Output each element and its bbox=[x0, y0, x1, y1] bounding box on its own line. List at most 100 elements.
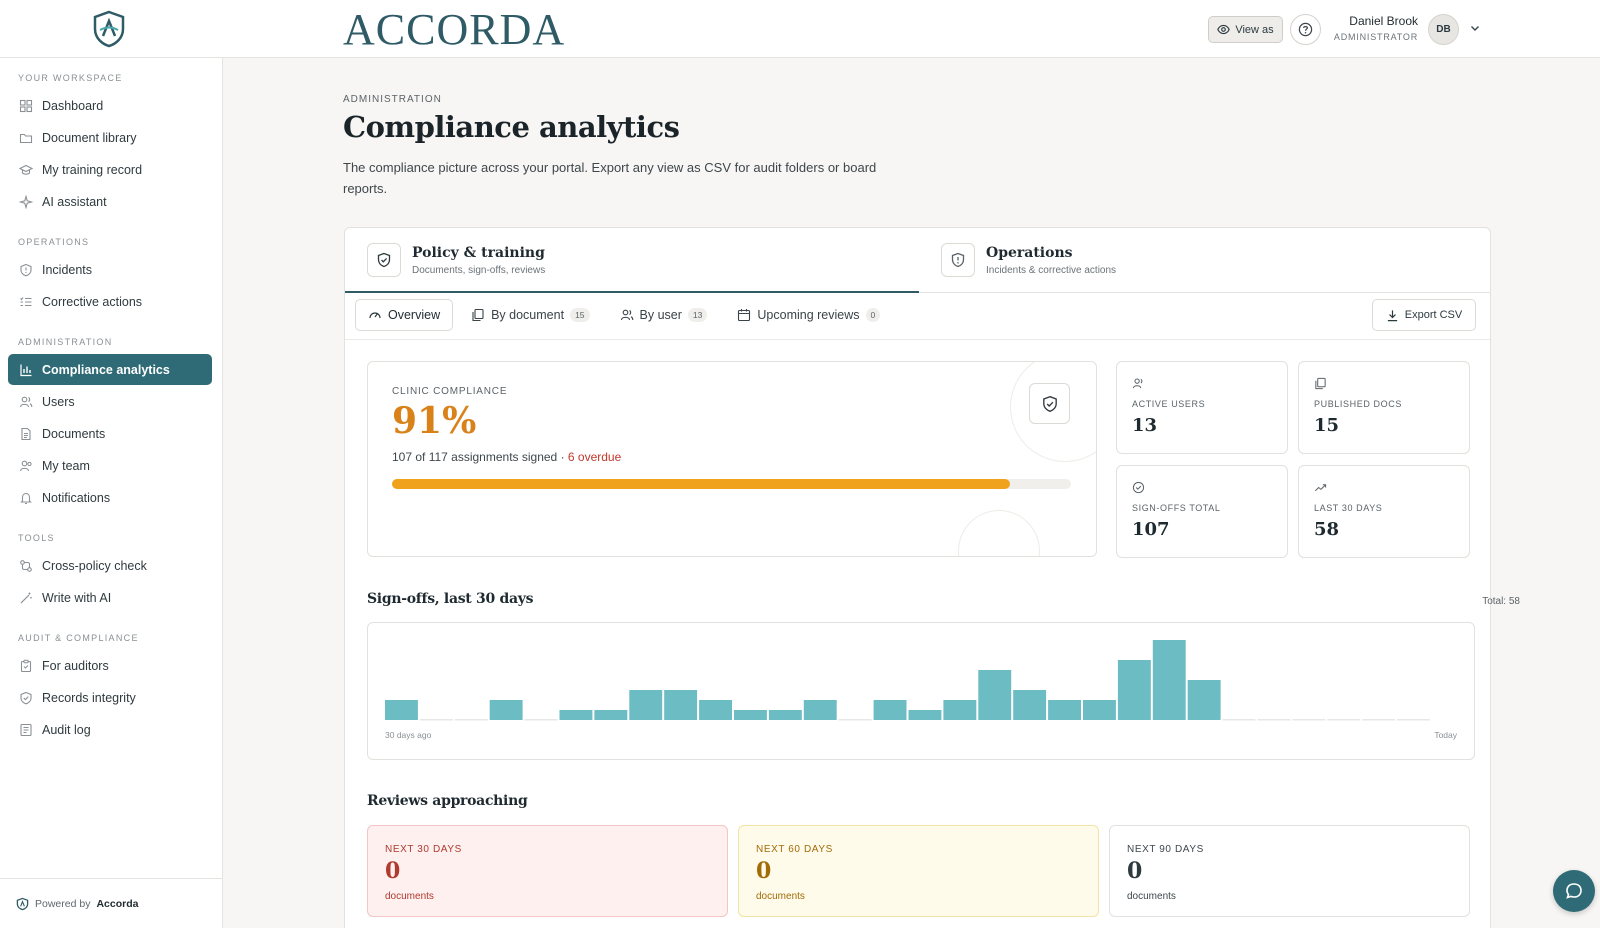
avatar[interactable]: DB bbox=[1428, 14, 1459, 45]
stat-value: 15 bbox=[1314, 415, 1340, 436]
overdue-count[interactable]: 6 overdue bbox=[567, 450, 622, 464]
chart-bar[interactable] bbox=[768, 710, 802, 720]
chart-bar[interactable] bbox=[1013, 690, 1047, 720]
sidebar-item-label: Document library bbox=[42, 130, 137, 145]
grid-icon bbox=[19, 99, 33, 112]
graduation-cap-icon bbox=[19, 164, 33, 175]
clinic-compliance-summary: 107 of 117 assignments signed · 6 overdu… bbox=[392, 450, 621, 464]
sidebar-item-label: Documents bbox=[42, 426, 106, 441]
chart-bar[interactable] bbox=[559, 710, 593, 720]
review-card-unit: documents bbox=[1127, 891, 1176, 902]
chart-bar-empty bbox=[1327, 719, 1361, 721]
accorda-shield-small-icon bbox=[16, 897, 29, 910]
chart-bar[interactable] bbox=[664, 690, 698, 720]
sidebar-item-compliance-analytics[interactable]: Compliance analytics bbox=[8, 354, 212, 385]
chart-bar[interactable] bbox=[1187, 680, 1221, 720]
download-icon bbox=[1387, 309, 1397, 321]
sidebar-item-training-record[interactable]: My training record bbox=[8, 154, 212, 185]
tab-operations[interactable]: Operations Incidents & corrective action… bbox=[919, 228, 1491, 292]
sidebar-item-label: Incidents bbox=[42, 262, 93, 277]
chart-bar-empty bbox=[454, 719, 488, 721]
review-card-60-days[interactable]: NEXT 60 DAYS 0 documents bbox=[738, 825, 1099, 917]
subtab-upcoming-reviews[interactable]: Upcoming reviews 0 bbox=[725, 299, 892, 331]
chart-bar[interactable] bbox=[489, 700, 523, 720]
chart-bar[interactable] bbox=[629, 690, 663, 720]
sidebar-item-incidents[interactable]: Incidents bbox=[8, 254, 212, 285]
chart-bar[interactable] bbox=[803, 700, 837, 720]
sidebar-item-cross-policy-check[interactable]: Cross-policy check bbox=[8, 550, 212, 581]
sidebar-item-dashboard[interactable]: Dashboard bbox=[8, 90, 212, 121]
sidebar-item-notifications[interactable]: Notifications bbox=[8, 482, 212, 513]
chart-bar[interactable] bbox=[1152, 640, 1186, 720]
stat-signoffs-total: SIGN-OFFS TOTAL 107 bbox=[1116, 465, 1288, 558]
chart-bar[interactable] bbox=[908, 710, 942, 720]
subtab-by-document[interactable]: By document 15 bbox=[459, 299, 601, 331]
sidebar-item-label: Audit log bbox=[42, 722, 91, 737]
tab-title: Operations bbox=[986, 244, 1073, 261]
sidebar-item-label: Records integrity bbox=[42, 690, 136, 705]
gauge-icon bbox=[369, 312, 381, 319]
copy-icon bbox=[1315, 377, 1326, 390]
sidebar-item-corrective-actions[interactable]: Corrective actions bbox=[8, 286, 212, 317]
tab-subtitle: Documents, sign-offs, reviews bbox=[412, 264, 546, 276]
export-csv-button[interactable]: Export CSV bbox=[1372, 299, 1476, 331]
signoffs-chart: 30 days ago Today bbox=[367, 622, 1475, 760]
sidebar-item-label: Users bbox=[42, 394, 75, 409]
sidebar-item-ai-assistant[interactable]: AI assistant bbox=[8, 186, 212, 217]
shield-check-icon bbox=[367, 243, 401, 277]
tab-policy-training[interactable]: Policy & training Documents, sign-offs, … bbox=[345, 228, 919, 292]
review-card-value: 0 bbox=[1127, 858, 1143, 884]
brand-wordmark[interactable]: ACCORDA bbox=[343, 5, 566, 54]
help-button[interactable] bbox=[1290, 14, 1321, 45]
chat-button[interactable] bbox=[1553, 870, 1595, 912]
sidebar-section-title: AUDIT & COMPLIANCE bbox=[18, 633, 139, 643]
subtab-overview[interactable]: Overview bbox=[355, 299, 454, 331]
log-icon bbox=[20, 723, 32, 736]
review-card-30-days[interactable]: NEXT 30 DAYS 0 documents bbox=[367, 825, 728, 917]
chart-bar[interactable] bbox=[1083, 700, 1116, 720]
sidebar-item-users[interactable]: Users bbox=[8, 386, 212, 417]
sidebar-item-documents[interactable]: Documents bbox=[8, 418, 212, 449]
clinic-compliance-value: 91% bbox=[392, 400, 477, 442]
sidebar-item-records-integrity[interactable]: Records integrity bbox=[8, 682, 212, 713]
sidebar-item-audit-log[interactable]: Audit log bbox=[8, 714, 212, 745]
sub-tab-bar: Overview By document 15 By user 13 Upcom… bbox=[355, 299, 898, 331]
clipboard-icon bbox=[20, 659, 32, 672]
sidebar-item-my-team[interactable]: My team bbox=[8, 450, 212, 481]
powered-by-footer: Powered by Accorda bbox=[0, 878, 223, 928]
review-card-90-days[interactable]: NEXT 90 DAYS 0 documents bbox=[1109, 825, 1470, 917]
chart-bar[interactable] bbox=[943, 700, 977, 720]
chart-bar-empty bbox=[524, 719, 558, 721]
chart-bar[interactable] bbox=[1048, 700, 1081, 720]
chevron-down-icon[interactable] bbox=[1469, 22, 1481, 34]
chart-bar[interactable] bbox=[978, 670, 1012, 720]
x-start-label: 30 days ago bbox=[385, 730, 432, 740]
sidebar-item-document-library[interactable]: Document library bbox=[8, 122, 212, 153]
chart-bar[interactable] bbox=[1117, 660, 1151, 720]
powered-by-brand[interactable]: Accorda bbox=[96, 897, 139, 910]
subtab-label: Upcoming reviews bbox=[757, 308, 860, 322]
compare-icon bbox=[20, 559, 32, 572]
chart-bar[interactable] bbox=[385, 700, 418, 720]
view-as-button[interactable]: View as bbox=[1208, 16, 1283, 43]
compliance-progress-fill bbox=[392, 479, 1010, 489]
stat-label: PUBLISHED DOCS bbox=[1314, 399, 1402, 409]
folder-icon bbox=[19, 133, 33, 143]
accorda-shield-logo[interactable] bbox=[92, 10, 126, 48]
assignments-signed-text: 107 of 117 assignments signed bbox=[392, 450, 558, 464]
clinic-compliance-label: CLINIC COMPLIANCE bbox=[392, 386, 508, 397]
chart-bar[interactable] bbox=[594, 710, 628, 720]
reviews-heading: Reviews approaching bbox=[367, 793, 528, 809]
calendar-icon bbox=[738, 309, 751, 322]
stat-last-30-days: LAST 30 DAYS 58 bbox=[1298, 465, 1470, 558]
sidebar-item-for-auditors[interactable]: For auditors bbox=[8, 650, 212, 681]
chart-bar[interactable] bbox=[873, 700, 907, 720]
list-check-icon bbox=[20, 296, 32, 306]
sidebar-item-write-with-ai[interactable]: Write with AI bbox=[8, 582, 212, 613]
review-card-unit: documents bbox=[385, 891, 434, 902]
chart-bar[interactable] bbox=[699, 700, 732, 720]
chart-bar[interactable] bbox=[734, 710, 767, 720]
subtab-by-user[interactable]: By user 13 bbox=[608, 299, 720, 331]
stat-label: SIGN-OFFS TOTAL bbox=[1132, 503, 1221, 513]
analytics-card: Policy & training Documents, sign-offs, … bbox=[344, 227, 1520, 928]
